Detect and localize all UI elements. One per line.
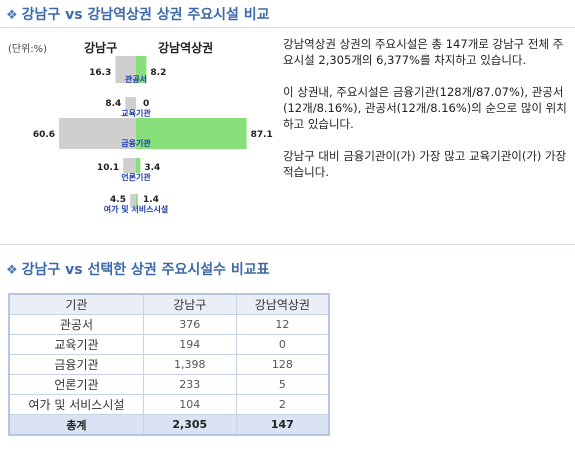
table-row: 교육기관 194 0 [8,334,330,355]
bar-right [136,194,138,208]
table-total-row: 총계 2,305 147 [8,414,330,436]
category-label: 교육기관 [121,108,151,118]
value-label-right: 87.1 [251,130,273,140]
legend-right-label: 강남역상권 [158,41,214,55]
value-label-right: 8.2 [150,68,166,78]
value-label-left: 16.3 [89,68,111,78]
table-header-cell: 기관 [8,293,144,315]
description-panel: 강남역상권 상권의 주요시설은 총 147개로 강남구 전체 주요시설 2,30… [283,36,573,196]
table-row: 언론기관 233 5 [8,374,330,395]
section2-title: ❖ 강남구 vs 선택한 상권 주요시설수 비교표 [6,259,270,279]
description-paragraph-2: 이 상권내, 주요시설은 금융기관(128개/87.07%), 관공서(12개/… [283,85,567,131]
table-cell: 2,305 [142,414,237,436]
table-cell: 관공서 [8,314,144,335]
value-label-left: 60.6 [33,130,55,140]
section2-title-text: 강남구 vs 선택한 상권 주요시설수 비교표 [21,262,270,278]
diamond-bullet-icon: ❖ [6,263,18,278]
divider-middle [0,244,575,245]
value-label-left: 10.1 [97,163,119,173]
category-label: 언론기관 [121,172,151,182]
diamond-bullet-icon: ❖ [6,8,18,23]
divider-top [0,27,575,28]
table-cell: 교육기관 [8,334,144,355]
table-cell: 총계 [8,414,144,436]
table-cell: 12 [235,314,330,335]
table-cell: 194 [142,334,237,355]
bar-left [125,97,136,110]
value-label-left: 4.5 [110,195,126,205]
table-cell: 5 [235,374,330,395]
table-row: 여가 및 서비스시설 104 2 [8,394,330,415]
unit-label: (단위:%) [8,44,48,55]
description-paragraph-3: 강남구 대비 금융기관이(가) 가장 많고 교육기관이(가) 가장 적습니다. [283,149,567,179]
table-cell: 147 [235,414,330,436]
table-cell: 128 [235,354,330,375]
table-cell: 233 [142,374,237,395]
value-label-right: 1.4 [143,195,159,205]
bar-right [136,118,247,149]
table-row: 관공서 376 12 [8,314,330,335]
section1-title: ❖ 강남구 vs 강남역상권 상권 주요시설 비교 [6,4,270,24]
category-label: 여가 및 서비스시설 [104,204,168,214]
table-header-row: 기관 강남구 강남역상권 [8,293,330,315]
category-label: 금융기관 [121,138,151,148]
table-header-cell: 강남구 [142,293,237,315]
value-label-right: 3.4 [144,163,160,173]
table-cell: 금융기관 [8,354,144,375]
table-cell: 1,398 [142,354,237,375]
bar-left [130,194,136,208]
value-label-right: 0 [143,99,149,109]
table-cell: 0 [235,334,330,355]
table-row: 금융기관 1,398 128 [8,354,330,375]
table-header-cell: 강남역상권 [235,293,330,315]
bar-right [136,158,141,173]
legend-left-label: 강남구 [84,41,118,55]
bar-left [123,158,136,173]
table-cell: 376 [142,314,237,335]
table-cell: 2 [235,394,330,415]
description-paragraph-1: 강남역상권 상권의 주요시설은 총 147개로 강남구 전체 주요시설 2,30… [283,37,564,67]
category-label: 관공서 [125,74,147,84]
bar-right [136,56,147,83]
table-cell: 여가 및 서비스시설 [8,394,144,415]
value-label-left: 8.4 [105,99,121,109]
table-cell: 언론기관 [8,374,144,395]
section1-title-text: 강남구 vs 강남역상권 상권 주요시설 비교 [21,7,270,23]
bar-left [115,56,136,83]
bar-left [59,118,137,149]
comparison-table: 기관 강남구 강남역상권 관공서 376 12 교육기관 194 0 금융기관 … [8,293,330,436]
table-cell: 104 [142,394,237,415]
